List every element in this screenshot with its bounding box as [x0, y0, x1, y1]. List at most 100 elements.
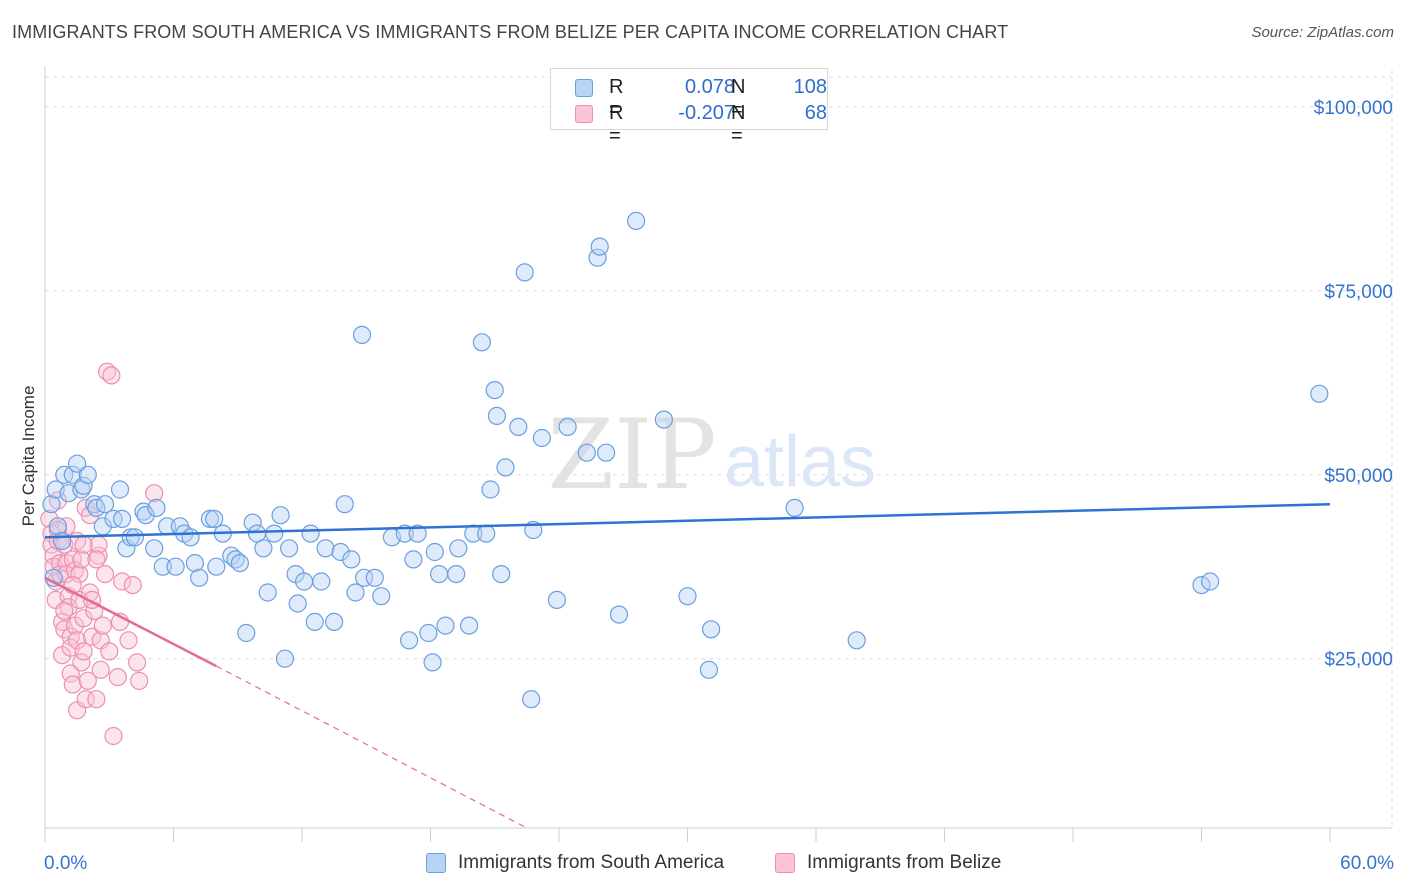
- south-america-trend-line: [44, 502, 1331, 539]
- watermark: ZIP atlas: [547, 399, 876, 511]
- belize-point: [130, 671, 149, 690]
- legend-label: Immigrants from Belize: [807, 852, 1002, 873]
- belize-point: [100, 642, 119, 661]
- south-america-point: [166, 557, 185, 576]
- legend-label: Immigrants from South America: [458, 852, 725, 873]
- belize-point: [112, 572, 132, 591]
- south-america-point: [42, 495, 61, 514]
- south-america-point: [487, 406, 506, 425]
- belize-point: [55, 601, 74, 621]
- south-america-point: [626, 211, 646, 230]
- legend-swatch-blue: [426, 853, 446, 873]
- south-america-point: [275, 649, 294, 668]
- south-america-point: [63, 465, 82, 484]
- south-america-point: [408, 524, 427, 543]
- south-america-point: [258, 583, 277, 602]
- south-america-point: [447, 564, 466, 584]
- belize-point: [123, 575, 142, 595]
- gridlines: [45, 70, 1393, 828]
- south-america-point: [481, 480, 500, 499]
- r-value: -0.207: [678, 102, 735, 124]
- watermark-atlas: atlas: [724, 422, 876, 502]
- south-america-point: [400, 631, 419, 650]
- belize-point: [67, 631, 87, 650]
- south-america-points: [42, 211, 1329, 709]
- south-america-point: [52, 531, 72, 551]
- belize-points: [40, 362, 164, 746]
- south-america-point: [372, 587, 391, 606]
- south-america-point: [305, 612, 324, 632]
- south-america-point: [596, 443, 616, 462]
- south-america-point: [271, 506, 290, 525]
- belize-point: [108, 667, 127, 687]
- south-america-point: [237, 623, 256, 643]
- belize-point: [80, 506, 100, 525]
- south-america-point: [342, 550, 361, 569]
- south-america-point: [678, 587, 697, 606]
- south-america-point: [316, 539, 335, 558]
- south-america-point: [699, 660, 719, 679]
- south-america-point: [265, 524, 284, 543]
- belize-point: [145, 484, 164, 503]
- south-america-point: [352, 325, 372, 344]
- south-america-point: [485, 381, 504, 400]
- y-tick-label: $25,000: [1324, 650, 1393, 671]
- south-america-point: [325, 612, 344, 632]
- south-america-point: [477, 524, 496, 543]
- watermark-zip: ZIP: [547, 399, 716, 511]
- south-america-point: [355, 568, 374, 587]
- south-america-point: [522, 690, 541, 709]
- south-america-point: [301, 524, 320, 543]
- axes: [44, 66, 1392, 842]
- belize-point: [55, 620, 74, 639]
- south-america-point: [785, 498, 804, 517]
- south-america-point: [205, 509, 224, 529]
- south-america-point: [532, 428, 552, 448]
- belize-trend-extension: [216, 665, 528, 829]
- belize-point: [95, 564, 115, 584]
- south-america-point: [74, 476, 93, 495]
- south-america-point: [121, 528, 140, 547]
- south-america-point: [588, 248, 607, 267]
- south-america-point: [847, 631, 866, 650]
- n-label: N =: [731, 102, 746, 147]
- south-america-point: [492, 564, 511, 584]
- belize-point: [78, 671, 97, 690]
- x-tick-label-max: 60.0%: [1340, 853, 1394, 874]
- south-america-point: [449, 539, 468, 558]
- south-america-point: [335, 495, 354, 514]
- south-america-point: [67, 454, 87, 473]
- belize-point: [72, 550, 91, 569]
- south-america-point: [295, 572, 314, 591]
- south-america-point: [181, 528, 200, 547]
- south-america-point: [423, 653, 442, 672]
- r-label: R =: [609, 102, 624, 147]
- south-america-point: [577, 443, 596, 462]
- south-america-point: [496, 458, 515, 477]
- axis-labels: $25,000 $50,000 $75,000 $100,000 0.0% 60.0%: [44, 98, 1394, 874]
- belize-point: [91, 660, 110, 679]
- belize-point: [74, 535, 93, 554]
- belize-trend-line: [44, 576, 217, 668]
- south-america-point: [1200, 572, 1220, 591]
- south-america-point: [590, 237, 609, 256]
- south-america-point: [331, 542, 350, 562]
- south-america-point: [136, 506, 155, 525]
- chart-title: IMMIGRANTS FROM SOUTH AMERICA VS IMMIGRA…: [12, 22, 1009, 42]
- belize-point: [93, 616, 112, 635]
- belize-point: [63, 675, 82, 694]
- south-america-point: [365, 568, 384, 587]
- south-america-point: [609, 605, 629, 624]
- south-america-point: [312, 572, 331, 591]
- south-america-point: [701, 620, 721, 639]
- south-america-point: [419, 623, 438, 643]
- legend-swatch-pink: [575, 105, 593, 123]
- n-value: 68: [804, 102, 827, 124]
- south-america-point: [112, 509, 132, 529]
- south-america-point: [95, 495, 115, 514]
- legend-swatch-blue: [575, 79, 593, 97]
- south-america-point: [280, 539, 299, 558]
- n-label: N =: [731, 76, 746, 121]
- south-america-point: [147, 498, 166, 517]
- legend-swatch-pink: [775, 853, 795, 873]
